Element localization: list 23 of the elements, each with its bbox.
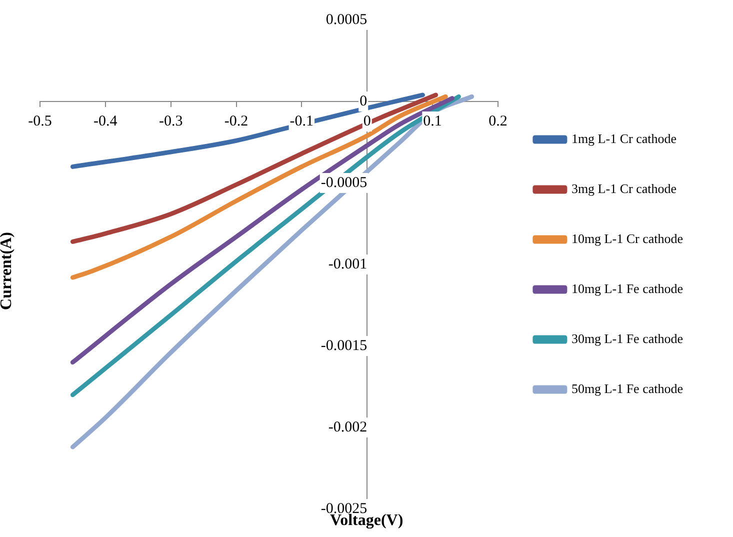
x-tick-label: -0.3 [158,113,183,130]
legend-label: 50mg L-1 Fe cathode [571,380,684,396]
legend-label: 1mg L-1 Cr cathode [571,130,677,146]
line-series [70,94,448,280]
x-tick-label: 0.2 [488,113,508,130]
y-tick-label: -0.0015 [320,338,368,354]
y-axis-title: Current(A) [0,232,16,310]
y-tick-label: -0.0005 [320,174,368,191]
legend-label: 30mg L-1 Fe cathode [571,330,684,346]
legend-label: 10mg L-1 Cr cathode [571,230,684,246]
x-tick-label: -0.1 [290,113,314,130]
x-tick-label: 0.1 [423,113,442,130]
x-tick-label: -0.5 [28,113,52,130]
y-tick-label: -0.002 [328,419,368,436]
legend-label: 10mg L-1 Fe cathode [571,280,684,296]
y-tick-label: 0 [360,93,368,110]
x-tick-label: -0.2 [224,113,248,130]
y-tick-label: 0.0005 [326,12,368,28]
x-tick-label: -0.4 [94,113,118,130]
y-tick-label: -0.001 [328,256,368,272]
legend-label: 3mg L-1 Cr cathode [571,180,677,196]
line-series [70,94,474,450]
line-series [70,92,425,169]
